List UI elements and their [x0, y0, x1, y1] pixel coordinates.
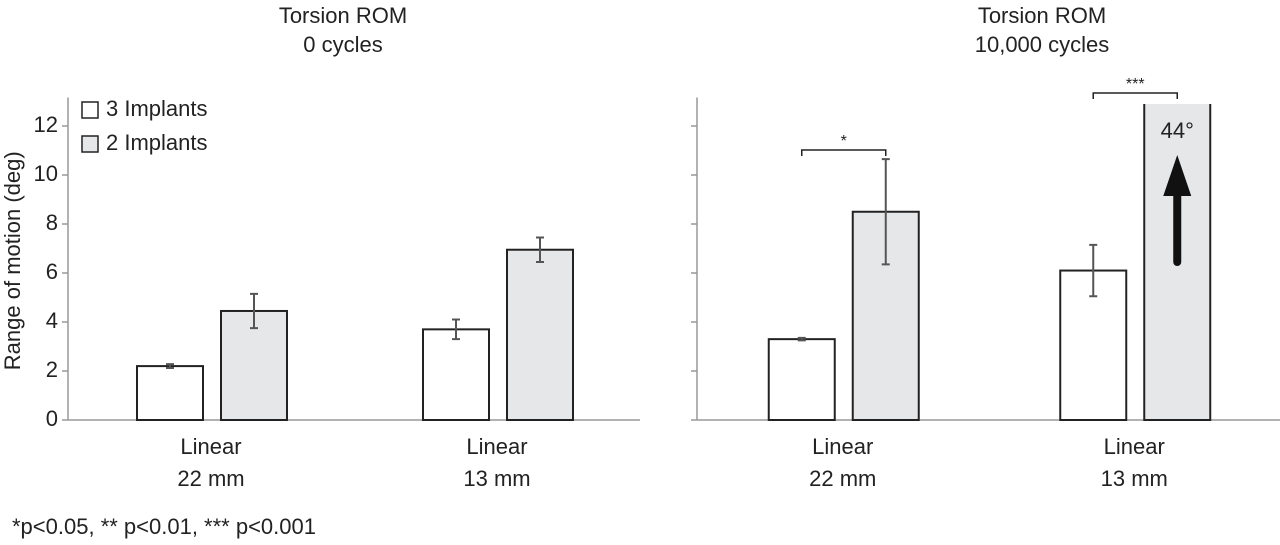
chart-title: Torsion ROM	[978, 3, 1106, 28]
y-tick-label: 4	[46, 308, 58, 333]
error-bar	[797, 336, 806, 342]
x-tick-label: 13 mm	[463, 466, 530, 491]
legend-swatch	[81, 101, 99, 119]
error-bar	[452, 318, 460, 341]
bar	[767, 338, 836, 421]
bar	[506, 248, 574, 421]
error-bar	[536, 236, 544, 263]
y-tick-label: 12	[34, 112, 58, 137]
x-tick-label: Linear	[1104, 434, 1165, 459]
y-tick-label: 2	[46, 357, 58, 382]
legend-swatch	[81, 135, 99, 153]
arrow-head	[1163, 155, 1192, 196]
significance-bracket	[1092, 92, 1178, 99]
y-tick-label: 8	[46, 210, 58, 235]
y-tick-label: 6	[46, 259, 58, 284]
y-axis-label: Range of motion (deg)	[0, 151, 25, 370]
x-tick-label: 22 mm	[809, 466, 876, 491]
bar	[422, 328, 490, 422]
legend-label: 2 Implants	[106, 130, 208, 155]
footnote: *p<0.05, ** p<0.01, *** p<0.001	[12, 514, 316, 539]
significance-label: *	[841, 133, 847, 150]
bar	[136, 365, 204, 422]
error-bar	[250, 292, 258, 330]
y-tick-label: 10	[34, 161, 58, 186]
x-tick-label: 13 mm	[1101, 466, 1168, 491]
chart-title: Torsion ROM	[279, 3, 407, 28]
chart-subtitle: 10,000 cycles	[975, 32, 1110, 57]
error-bar	[881, 158, 890, 266]
significance-label: ***	[1126, 76, 1145, 93]
x-tick-label: Linear	[180, 434, 241, 459]
value-label: 44°	[1161, 118, 1194, 143]
x-tick-label: Linear	[466, 434, 527, 459]
x-tick-label: Linear	[812, 434, 873, 459]
x-tick-label: 22 mm	[177, 466, 244, 491]
y-tick-label: 0	[46, 406, 58, 431]
plot-area	[136, 248, 574, 422]
plot-area	[767, 104, 1212, 421]
error-bar	[166, 363, 174, 370]
significance-bracket	[801, 149, 887, 156]
error-bar	[1089, 243, 1098, 298]
chart-subtitle: 0 cycles	[303, 32, 382, 57]
legend-label: 3 Implants	[106, 96, 208, 121]
